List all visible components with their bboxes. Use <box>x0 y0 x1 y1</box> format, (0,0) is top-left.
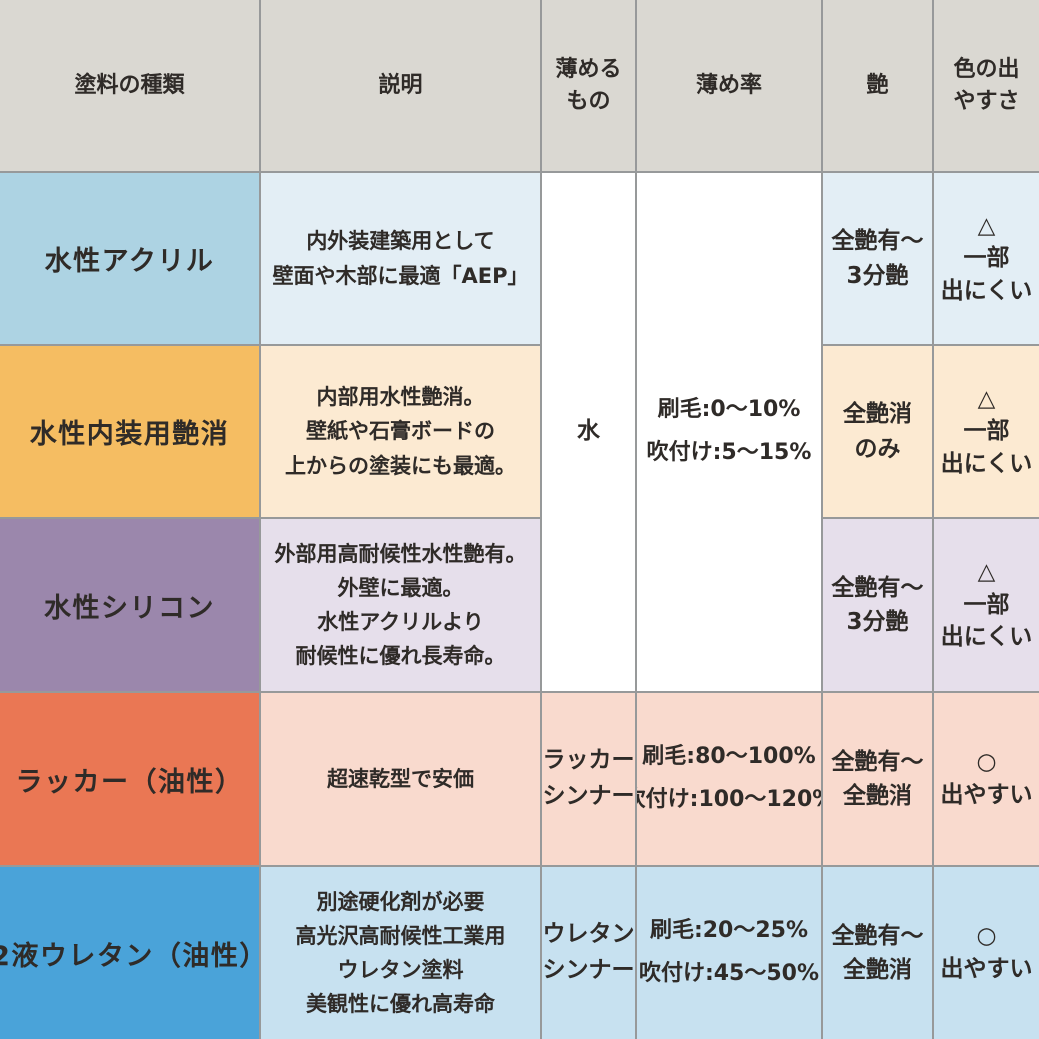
description-cell: 内外装建築用として 壁面や木部に最適「AEP」 <box>261 173 540 344</box>
paint-type-cell: ラッカー（油性） <box>0 693 259 865</box>
gloss-cell: 全艶有〜 3分艶 <box>823 519 932 691</box>
paint-type-cell: 水性アクリル <box>0 173 259 344</box>
paint-type-cell: 水性内装用艶消 <box>0 346 259 517</box>
description-cell: 超速乾型で安価 <box>261 693 540 865</box>
gloss-cell: 全艶有〜 全艶消 <box>823 867 932 1039</box>
color-ease-cell: △ 一部 出にくい <box>934 173 1039 344</box>
header-dilution-ratio: 薄め率 <box>637 0 821 171</box>
header-gloss: 艶 <box>823 0 932 171</box>
description-cell: 外部用高耐候性水性艶有。 外壁に最適。 水性アクリルより 耐候性に優れ長寿命。 <box>261 519 540 691</box>
color-ease-cell: ○ 出やすい <box>934 867 1039 1039</box>
paint-type-cell: 2液ウレタン（油性） <box>0 867 259 1039</box>
color-ease-cell: △ 一部 出にくい <box>934 519 1039 691</box>
description-cell: 内部用水性艶消。 壁紙や石膏ボードの 上からの塗装にも最適。 <box>261 346 540 517</box>
ratio-cell: 刷毛:80〜100% 吹付け:100〜120% <box>637 693 821 865</box>
thinner-cell: ウレタン シンナー <box>542 867 635 1039</box>
gloss-cell: 全艶消 のみ <box>823 346 932 517</box>
ratio-cell-merged: 刷毛:0〜10% 吹付け:5〜15% <box>637 173 821 691</box>
thinner-cell: ラッカー シンナー <box>542 693 635 865</box>
ratio-cell: 刷毛:20〜25% 吹付け:45〜50% <box>637 867 821 1039</box>
color-ease-cell: △ 一部 出にくい <box>934 346 1039 517</box>
paint-type-cell: 水性シリコン <box>0 519 259 691</box>
gloss-cell: 全艶有〜 3分艶 <box>823 173 932 344</box>
thinner-cell-merged: 水 <box>542 173 635 691</box>
gloss-cell: 全艶有〜 全艶消 <box>823 693 932 865</box>
header-thinner: 薄める もの <box>542 0 635 171</box>
description-cell: 別途硬化剤が必要 高光沢高耐候性工業用 ウレタン塗料 美観性に優れ高寿命 <box>261 867 540 1039</box>
header-description: 説明 <box>261 0 540 171</box>
header-paint-type: 塗料の種類 <box>0 0 259 171</box>
header-color-ease: 色の出 やすさ <box>934 0 1039 171</box>
color-ease-cell: ○ 出やすい <box>934 693 1039 865</box>
